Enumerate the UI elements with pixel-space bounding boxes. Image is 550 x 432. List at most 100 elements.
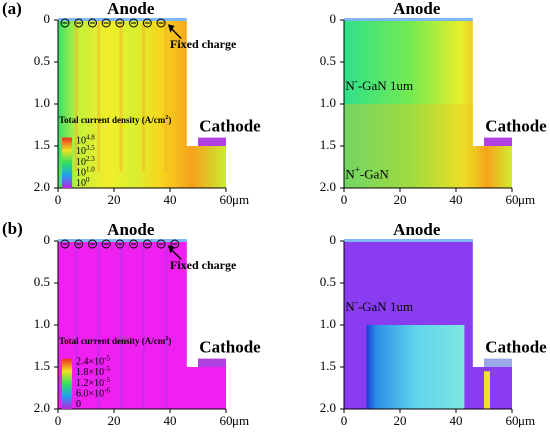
text-part: 10 — [76, 168, 86, 179]
y-tick-label: 1.5 — [320, 358, 336, 373]
panel-label: (a) — [2, 0, 22, 18]
y-tick-label: 0 — [44, 232, 51, 247]
superscript: 2.3 — [86, 154, 95, 162]
text-part: 1.8×10 — [76, 367, 104, 378]
title: Anode — [393, 220, 441, 239]
x-tick-label: 60 — [506, 413, 519, 428]
x-unit: μm — [232, 413, 249, 428]
fixed-charge — [74, 18, 84, 28]
x-tick-label: 60 — [220, 192, 233, 207]
arrow-head — [168, 24, 175, 33]
y-tick-label: 0 — [44, 11, 51, 26]
superscript: 1.0 — [86, 165, 95, 173]
y-tick-label: 1.0 — [34, 316, 50, 331]
layer-label: N+-GaN — [345, 164, 389, 181]
superscript: - — [355, 76, 358, 86]
colorbar-tick-label: 101.0 — [76, 165, 95, 179]
y-tick-label: 0 — [330, 11, 337, 26]
title: Anode — [393, 0, 441, 18]
superscript: 0 — [86, 176, 90, 184]
text-part: N — [345, 166, 355, 181]
colorbar-tick-label: 104.8 — [76, 133, 95, 147]
title: Anode — [107, 0, 155, 18]
colorbar-tick-label: 0 — [76, 399, 81, 410]
text-part: 10 — [76, 157, 86, 168]
cathode-label: Cathode — [485, 116, 547, 135]
current-stripe — [74, 20, 78, 172]
fixed-charge — [101, 18, 111, 28]
text-part: 10 — [76, 146, 86, 157]
fixed-charge — [156, 18, 166, 28]
x-tick-label: 40 — [164, 413, 177, 428]
arrow-head — [168, 245, 175, 254]
x-tick-label: 20 — [108, 413, 121, 428]
y-tick-label: 1.5 — [34, 137, 50, 152]
current-stripe — [74, 241, 78, 409]
annotation: Fixed charge — [170, 258, 237, 272]
superscript: -5 — [104, 375, 110, 383]
superscript: + — [355, 164, 360, 174]
colorbar-tick-label: 6.0×10-6 — [76, 386, 110, 400]
y-tick-label: 0.5 — [34, 274, 50, 289]
fixed-charge — [60, 18, 70, 28]
superscript: 2 — [165, 114, 168, 121]
superscript: -6 — [104, 386, 110, 394]
x-unit: μm — [518, 192, 535, 207]
y-tick-label: 1.5 — [320, 137, 336, 152]
text-part: 2.4×10 — [76, 357, 104, 368]
x-tick-label: 60 — [220, 413, 233, 428]
fixed-charge — [87, 239, 97, 249]
n-plus-region — [366, 325, 465, 409]
colorbar — [62, 137, 72, 188]
y-tick-label: 0.5 — [320, 274, 336, 289]
x-tick-label: 0 — [341, 413, 348, 428]
text-part: -GaN 1um — [358, 299, 413, 314]
y-tick-label: 1.0 — [34, 95, 50, 110]
superscript: -5 — [104, 354, 110, 362]
fixed-charge — [101, 239, 111, 249]
current-stripe — [142, 241, 145, 409]
current-stripe — [97, 20, 101, 172]
text-part: Total current density (A/cm — [59, 336, 166, 346]
y-tick-label: 0.5 — [320, 53, 336, 68]
y-tick-label: 2.0 — [320, 400, 336, 415]
fixed-charge — [129, 239, 139, 249]
text-part: 0 — [76, 399, 81, 410]
superscript: - — [355, 297, 358, 307]
cathode-channel — [484, 371, 490, 409]
fixed-charge — [170, 239, 180, 249]
colorbar-tick-label: 102.3 — [76, 154, 95, 168]
cathode-contact — [484, 137, 512, 146]
cathode-label: Cathode — [485, 337, 547, 356]
x-tick-label: 40 — [164, 192, 177, 207]
current-stripe — [119, 20, 123, 172]
cathode-label: Cathode — [199, 337, 261, 356]
cathode-contact — [198, 137, 226, 146]
fixed-charge — [142, 239, 152, 249]
cathode-contact — [484, 358, 512, 367]
cathode-label: Cathode — [199, 116, 261, 135]
y-tick-label: 1.5 — [34, 358, 50, 373]
colorbar — [62, 358, 72, 409]
fixed-charge — [74, 239, 84, 249]
anode-contact — [344, 18, 473, 21]
y-tick-label: 0.5 — [34, 53, 50, 68]
superscript: 2 — [165, 335, 168, 342]
superscript: 3.5 — [86, 144, 95, 152]
y-tick-label: 2.0 — [34, 400, 50, 415]
text-part: 10 — [76, 136, 86, 147]
fixed-charge — [142, 18, 152, 28]
y-tick-label: 1.0 — [320, 95, 336, 110]
x-unit: μm — [232, 192, 249, 207]
text-part: N — [345, 299, 355, 314]
colorbar-tick-label: 103.5 — [76, 144, 95, 158]
fixed-charge — [115, 239, 125, 249]
x-tick-label: 40 — [450, 192, 463, 207]
y-tick-label: 0 — [330, 232, 337, 247]
text-part: ) — [168, 115, 171, 125]
superscript: 4.8 — [86, 133, 95, 141]
x-tick-label: 20 — [394, 192, 407, 207]
device-region — [344, 20, 512, 188]
superscript: -5 — [104, 365, 110, 373]
current-stripe — [164, 20, 168, 172]
